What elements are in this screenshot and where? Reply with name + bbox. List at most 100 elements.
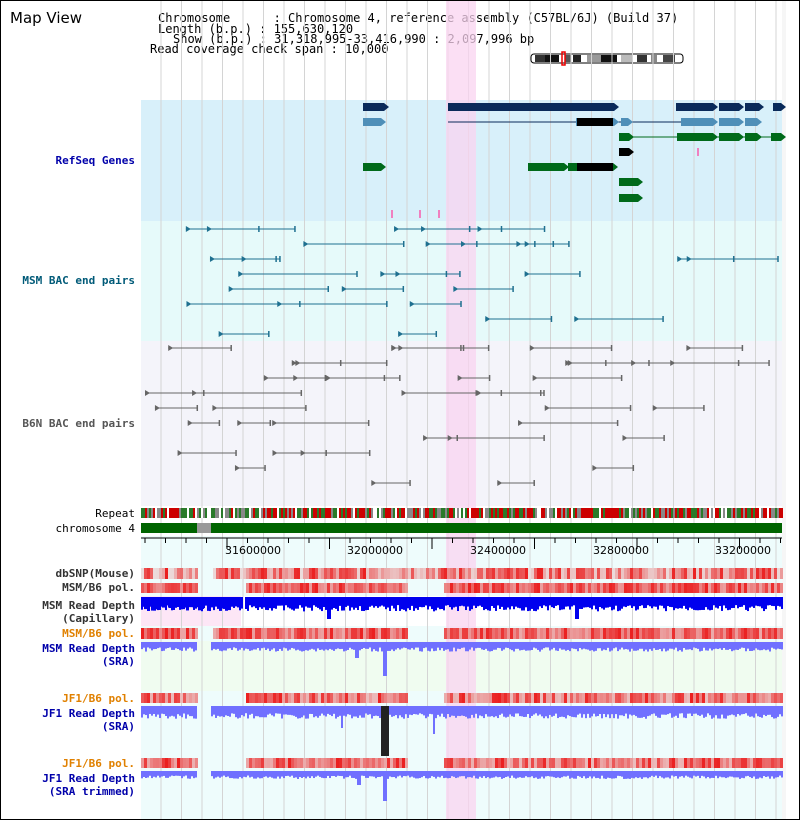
depth-bar <box>559 642 561 649</box>
depth-bar <box>615 597 617 606</box>
depth-bar <box>357 597 359 611</box>
pol-cell <box>429 568 432 579</box>
jf1-read-depth-sra-label[interactable]: JF1 Read Depth (SRA) <box>42 707 135 733</box>
depth-bar <box>305 706 307 719</box>
depth-bar <box>195 642 197 651</box>
pol-cell <box>342 693 345 703</box>
pol-cell <box>174 568 177 579</box>
bac-end <box>423 435 429 441</box>
depth-bar <box>571 597 573 607</box>
bac-end <box>567 360 573 366</box>
depth-bar <box>285 597 287 606</box>
msm-b6-pol-label[interactable]: MSM/B6 pol. <box>62 581 135 594</box>
jf1-b6-pol-label[interactable]: JF1/B6 pol. <box>62 692 135 705</box>
depth-bar <box>471 706 473 715</box>
pol-cell <box>255 758 258 768</box>
depth-bar <box>405 706 407 715</box>
depth-bar <box>631 597 633 608</box>
pol-cell <box>339 628 342 639</box>
depth-bar <box>207 597 210 610</box>
depth-bar <box>341 642 343 649</box>
depth-bar <box>553 642 555 648</box>
depth-bar <box>239 771 241 778</box>
pol-cell <box>510 583 513 593</box>
pol-cell <box>450 758 453 768</box>
gene-exon <box>745 118 757 126</box>
gene-exon <box>619 194 638 202</box>
depth-bar <box>183 771 185 777</box>
msm-read-depth-sra-label[interactable]: MSM Read Depth (SRA) <box>42 642 135 668</box>
b6n-bac-label[interactable]: B6N BAC end pairs <box>22 417 135 430</box>
pol-cell <box>276 758 279 768</box>
depth-bar <box>321 642 323 650</box>
repeat-block <box>585 508 587 518</box>
pol-cell <box>399 568 402 579</box>
depth-bar <box>181 706 183 718</box>
depth-bar <box>177 642 179 649</box>
pol-cell <box>300 758 303 768</box>
msm-bac-label[interactable]: MSM BAC end pairs <box>22 274 135 287</box>
depth-bar <box>693 706 695 714</box>
msm-read-depth-capillary-label[interactable]: MSM Read Depth (Capillary) <box>42 599 135 625</box>
repeat-block <box>147 508 149 518</box>
depth-bar <box>303 642 305 652</box>
depth-bar <box>775 642 777 650</box>
pol-cell <box>525 693 528 703</box>
repeat-block <box>745 508 747 518</box>
pol-cell <box>180 628 183 639</box>
depth-bar <box>297 771 299 779</box>
depth-bar <box>631 642 633 649</box>
pol-cell <box>669 628 672 639</box>
pol-cell <box>552 628 555 639</box>
pol-cell <box>600 628 603 639</box>
jf1-read-depth-trimmed-label[interactable]: JF1 Read Depth (SRA trimmed) <box>42 772 135 798</box>
depth-bar <box>629 642 631 652</box>
msm-b6-pol-sra-label[interactable]: MSM/B6 pol. <box>62 627 135 640</box>
pol-cell <box>243 628 246 639</box>
depth-bar <box>535 597 537 612</box>
repeat-block <box>755 508 757 518</box>
pol-cell <box>264 628 267 639</box>
chromosome-ideogram[interactable] <box>529 51 689 67</box>
pol-cell <box>582 693 585 703</box>
depth-bar <box>427 706 429 717</box>
repeat-block <box>525 508 527 518</box>
pol-cell <box>645 693 648 703</box>
repeat-block <box>375 508 377 518</box>
pol-cell <box>474 583 477 593</box>
depth-bar <box>353 706 355 717</box>
depth-bar <box>229 706 231 717</box>
pol-cell <box>504 628 507 639</box>
pol-cell <box>486 628 489 639</box>
pol-cell <box>219 628 222 639</box>
repeat-block <box>423 508 425 518</box>
depth-bar <box>723 771 725 778</box>
pol-cell <box>759 693 762 703</box>
pol-cell <box>531 693 534 703</box>
pol-cell <box>354 628 357 639</box>
pol-cell <box>150 758 153 768</box>
refseq-genes-label[interactable]: RefSeq Genes <box>55 154 135 167</box>
pol-cell <box>564 693 567 703</box>
pol-cell <box>741 758 744 768</box>
depth-bar <box>459 642 461 650</box>
pol-cell <box>780 693 783 703</box>
depth-bar <box>533 771 535 779</box>
pol-cell <box>282 628 285 639</box>
bac-end <box>453 286 459 292</box>
dbsnp-label[interactable]: dbSNP(Mouse) <box>55 567 135 580</box>
pol-cell <box>192 628 195 639</box>
depth-bar <box>577 771 579 776</box>
repeat-block <box>767 508 769 518</box>
depth-bar <box>157 706 159 715</box>
pol-cell <box>612 758 615 768</box>
bac-end <box>380 271 386 277</box>
repeat-block <box>741 508 743 518</box>
pol-cell <box>633 583 636 593</box>
pol-cell <box>702 693 705 703</box>
pol-cell <box>372 693 375 703</box>
depth-bar <box>225 771 227 778</box>
depth-bar <box>637 771 639 779</box>
jf1-b6-pol-trimmed-label[interactable]: JF1/B6 pol. <box>62 757 135 770</box>
